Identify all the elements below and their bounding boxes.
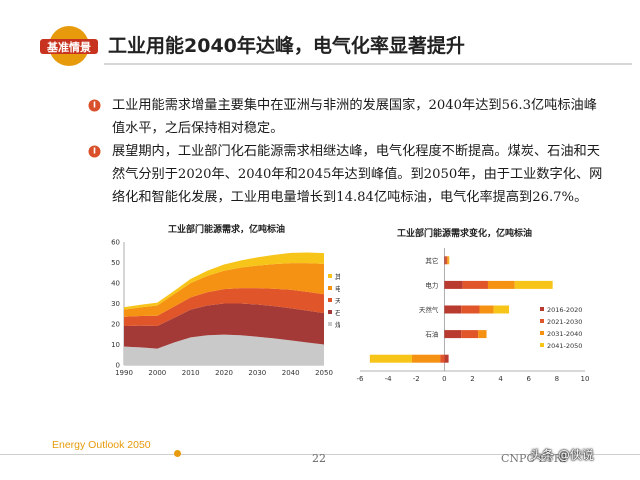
bar-segment [445, 256, 448, 265]
bar-segment [369, 354, 413, 363]
legend-swatch [328, 274, 332, 278]
footer-brand: Energy Outlook 2050 [52, 439, 151, 451]
area-series [124, 303, 324, 349]
chart-title: 工业部门能源需求，亿吨标油 [168, 225, 286, 235]
bar-segment [461, 305, 480, 314]
bar-segment [444, 305, 462, 314]
x-tick-label: -2 [413, 375, 420, 383]
bullet-item: 工业用能需求增量主要集中在亚洲与非洲的发展国家，2040年达到56.3亿吨标油峰… [88, 94, 610, 140]
x-tick-label: 2 [470, 375, 474, 383]
bar-segment [461, 330, 479, 339]
x-tick-label: 2000 [148, 369, 166, 377]
bar-segment [444, 330, 462, 339]
footer-dot [174, 450, 181, 457]
bar-segment [444, 280, 463, 289]
legend-swatch [540, 343, 544, 347]
category-label: 其它 [425, 256, 438, 265]
title-divider [104, 63, 632, 65]
legend-swatch [540, 319, 544, 323]
y-tick-label: 40 [111, 280, 120, 288]
watermark: 头条 @侠说 [530, 448, 594, 462]
legend-label: 电力 [335, 284, 340, 293]
bar-chart: -6-4-20246810其它电力天然气石油煤炭2016-20202021-20… [357, 248, 590, 383]
legend-label: 2041-2050 [547, 342, 582, 350]
y-tick-label: 10 [111, 341, 120, 349]
slide-title: 工业用能2040年达峰，电气化率显著提升 [108, 35, 465, 57]
bar-segment [412, 354, 441, 363]
bar-segment [447, 256, 449, 265]
bullet-icon [88, 99, 101, 112]
x-tick-label: 2040 [282, 369, 300, 377]
legend-swatch [328, 298, 332, 302]
x-tick-label: 4 [498, 375, 503, 383]
y-tick-label: 30 [111, 300, 120, 308]
bullet-icon [88, 145, 101, 158]
page-number: 22 [312, 452, 326, 465]
category-label: 电力 [425, 280, 438, 289]
bar-segment [448, 256, 450, 265]
legend-label: 石油 [335, 308, 340, 317]
bar-segment [493, 305, 510, 314]
bullet-text: 工业用能需求增量主要集中在亚洲与非洲的发展国家，2040年达到56.3亿吨标油峰… [112, 98, 597, 136]
logo-text: 基准情景 [46, 40, 91, 54]
logo: 基准情景 [40, 26, 98, 66]
legend-label: 其它 [335, 272, 340, 281]
legend-swatch [540, 331, 544, 335]
bullet-item: 展望期内，工业部门化石能源需求相继达峰，电气化程度不断提高。煤炭、石油和天然气分… [88, 140, 610, 209]
bar-segment [444, 256, 446, 265]
x-tick-label: -6 [357, 375, 365, 383]
chart-title: 工业部门能源需求变化，亿吨标油 [397, 229, 533, 239]
x-tick-label: 1990 [115, 369, 133, 377]
bar-segment [479, 305, 494, 314]
legend-label: 天然气 [335, 296, 340, 305]
x-tick-label: 2030 [248, 369, 266, 377]
legend-swatch [328, 286, 332, 290]
legend-label: 2021-2030 [547, 318, 582, 326]
y-tick-label: 20 [111, 321, 120, 329]
area-series [124, 288, 324, 327]
x-tick-label: 10 [581, 375, 590, 383]
bar-segment [514, 280, 553, 289]
legend-swatch [328, 322, 332, 326]
x-tick-label: 2050 [315, 369, 333, 377]
area-series [124, 263, 324, 317]
x-tick-label: 2010 [182, 369, 200, 377]
area-series [124, 252, 324, 310]
legend-swatch [540, 307, 544, 311]
category-label: 石油 [425, 330, 438, 339]
y-tick-label: 50 [111, 259, 120, 267]
x-tick-label: 0 [442, 375, 446, 383]
x-tick-label: -4 [385, 375, 393, 383]
footer-divider [0, 454, 640, 455]
category-label: 天然气 [419, 305, 439, 314]
y-tick-label: 0 [116, 362, 120, 370]
legend-label: 2016-2020 [547, 306, 582, 314]
bar-segment [462, 280, 488, 289]
legend-swatch [328, 310, 332, 314]
legend-label: 2031-2040 [547, 330, 582, 338]
area-series [124, 334, 324, 365]
legend-label: 煤炭 [335, 320, 340, 329]
x-tick-label: 2020 [215, 369, 233, 377]
x-tick-label: 6 [527, 375, 532, 383]
bullet-text: 展望期内，工业部门化石能源需求相继达峰，电气化程度不断提高。煤炭、石油和天然气分… [112, 144, 603, 205]
x-tick-label: 8 [555, 375, 559, 383]
footer-org: CNPC ETRI [501, 452, 567, 465]
y-tick-label: 60 [111, 239, 120, 247]
bar-segment [444, 354, 449, 363]
bar-segment [478, 330, 487, 339]
bar-segment [440, 354, 445, 363]
bar-segment [487, 280, 515, 289]
